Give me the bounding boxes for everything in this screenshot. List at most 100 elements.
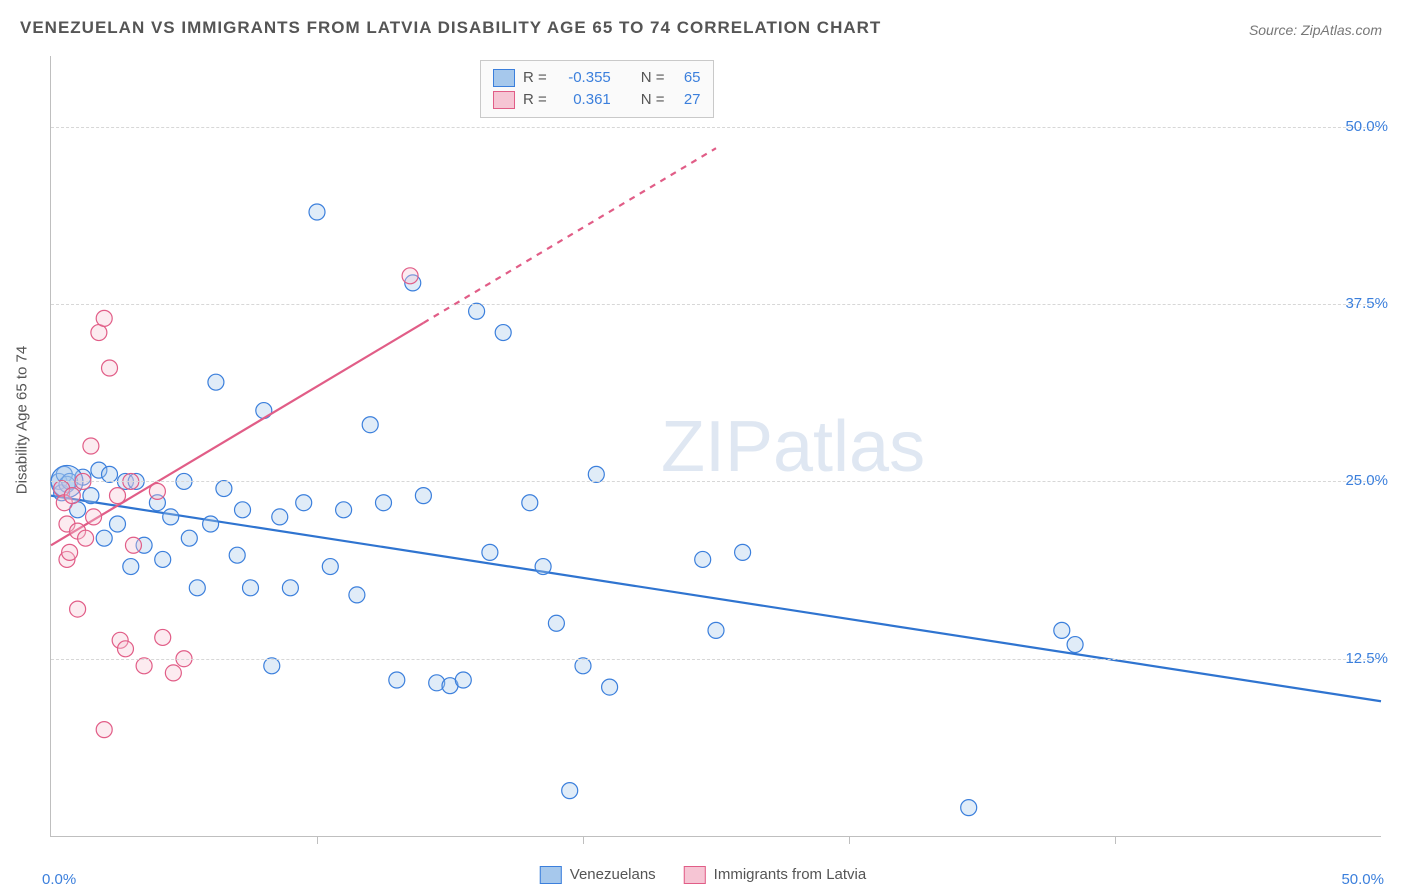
- data-point-venezuelans: [548, 615, 564, 631]
- source-label: Source: ZipAtlas.com: [1249, 22, 1382, 38]
- data-point-venezuelans: [155, 551, 171, 567]
- data-point-venezuelans: [96, 530, 112, 546]
- y-axis-label: Disability Age 65 to 74: [14, 346, 31, 494]
- grid-line: [51, 659, 1381, 660]
- legend-series-label: Venezuelans: [570, 864, 656, 886]
- data-point-venezuelans: [296, 495, 312, 511]
- data-point-venezuelans: [272, 509, 288, 525]
- data-point-latvia: [110, 488, 126, 504]
- data-point-venezuelans: [415, 488, 431, 504]
- data-point-venezuelans: [282, 580, 298, 596]
- data-point-venezuelans: [708, 622, 724, 638]
- correlation-legend: R = -0.355 N = 65 R = 0.361 N = 27: [480, 60, 714, 118]
- data-point-venezuelans: [376, 495, 392, 511]
- data-point-latvia: [136, 658, 152, 674]
- data-point-venezuelans: [695, 551, 711, 567]
- data-point-venezuelans: [455, 672, 471, 688]
- legend-row-venezuelans: R = -0.355 N = 65: [493, 67, 701, 89]
- legend-r-value: -0.355: [555, 67, 611, 89]
- data-point-venezuelans: [336, 502, 352, 518]
- y-tick-label: 12.5%: [1345, 650, 1388, 667]
- data-point-latvia: [102, 360, 118, 376]
- legend-r-label: R =: [523, 67, 547, 89]
- data-point-latvia: [165, 665, 181, 681]
- data-point-venezuelans: [362, 417, 378, 433]
- legend-n-value: 27: [673, 89, 701, 111]
- chart-title: VENEZUELAN VS IMMIGRANTS FROM LATVIA DIS…: [20, 18, 881, 38]
- data-point-latvia: [402, 268, 418, 284]
- data-point-venezuelans: [575, 658, 591, 674]
- legend-n-label: N =: [641, 89, 665, 111]
- data-point-latvia: [149, 483, 165, 499]
- data-point-latvia: [117, 641, 133, 657]
- data-point-latvia: [62, 544, 78, 560]
- data-point-latvia: [86, 509, 102, 525]
- data-point-venezuelans: [229, 547, 245, 563]
- data-point-venezuelans: [235, 502, 251, 518]
- data-point-venezuelans: [102, 466, 118, 482]
- data-point-venezuelans: [389, 672, 405, 688]
- legend-n-value: 65: [673, 67, 701, 89]
- data-point-venezuelans: [1054, 622, 1070, 638]
- x-tick: [583, 836, 584, 844]
- legend-n-label: N =: [641, 67, 665, 89]
- data-point-venezuelans: [208, 374, 224, 390]
- data-point-venezuelans: [123, 559, 139, 575]
- data-point-latvia: [125, 537, 141, 553]
- data-point-venezuelans: [1067, 637, 1083, 653]
- data-point-venezuelans: [216, 481, 232, 497]
- x-axis-min-label: 0.0%: [42, 871, 76, 888]
- data-point-latvia: [78, 530, 94, 546]
- data-point-venezuelans: [961, 800, 977, 816]
- data-point-venezuelans: [735, 544, 751, 560]
- x-tick: [1115, 836, 1116, 844]
- legend-series-label: Immigrants from Latvia: [714, 864, 867, 886]
- legend-swatch: [493, 91, 515, 109]
- data-point-venezuelans: [588, 466, 604, 482]
- legend-swatch: [684, 866, 706, 884]
- plot-svg: [51, 56, 1381, 836]
- data-point-venezuelans: [535, 559, 551, 575]
- data-point-venezuelans: [181, 530, 197, 546]
- data-point-latvia: [64, 488, 80, 504]
- data-point-latvia: [96, 722, 112, 738]
- data-point-venezuelans: [264, 658, 280, 674]
- data-point-venezuelans: [495, 325, 511, 341]
- y-tick-label: 25.0%: [1345, 472, 1388, 489]
- data-point-venezuelans: [243, 580, 259, 596]
- x-tick: [849, 836, 850, 844]
- data-point-latvia: [83, 438, 99, 454]
- legend-bottom-item-venezuelans: Venezuelans: [540, 864, 656, 886]
- data-point-latvia: [155, 629, 171, 645]
- data-point-venezuelans: [562, 783, 578, 799]
- data-point-venezuelans: [110, 516, 126, 532]
- data-point-latvia: [96, 310, 112, 326]
- legend-row-latvia: R = 0.361 N = 27: [493, 89, 701, 111]
- data-point-venezuelans: [189, 580, 205, 596]
- data-point-venezuelans: [322, 559, 338, 575]
- x-axis-max-label: 50.0%: [1341, 871, 1384, 888]
- regression-line-dashed-latvia: [423, 148, 716, 323]
- grid-line: [51, 481, 1381, 482]
- data-point-venezuelans: [602, 679, 618, 695]
- data-point-venezuelans: [522, 495, 538, 511]
- data-point-venezuelans: [203, 516, 219, 532]
- data-point-venezuelans: [469, 303, 485, 319]
- regression-line-venezuelans: [51, 496, 1381, 702]
- data-point-venezuelans: [309, 204, 325, 220]
- chart-container: VENEZUELAN VS IMMIGRANTS FROM LATVIA DIS…: [0, 0, 1406, 892]
- legend-swatch: [540, 866, 562, 884]
- plot-area: ZIPatlas: [50, 56, 1381, 837]
- legend-r-value: 0.361: [555, 89, 611, 111]
- grid-line: [51, 304, 1381, 305]
- legend-swatch: [493, 69, 515, 87]
- legend-r-label: R =: [523, 89, 547, 111]
- y-tick-label: 50.0%: [1345, 118, 1388, 135]
- x-tick: [317, 836, 318, 844]
- legend-bottom-item-latvia: Immigrants from Latvia: [684, 864, 867, 886]
- grid-line: [51, 127, 1381, 128]
- data-point-venezuelans: [83, 488, 99, 504]
- data-point-venezuelans: [482, 544, 498, 560]
- data-point-venezuelans: [163, 509, 179, 525]
- series-legend: Venezuelans Immigrants from Latvia: [540, 864, 866, 886]
